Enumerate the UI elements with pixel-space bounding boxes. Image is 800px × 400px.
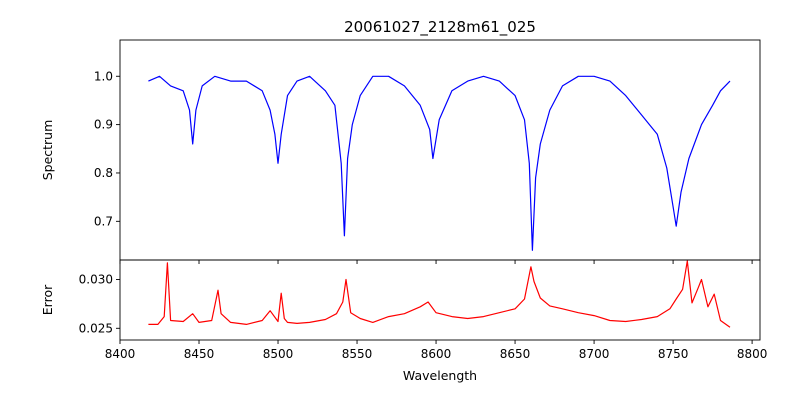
error-x-tick-label: 8600 [421,347,452,361]
spectrum-y-tick-label: 0.8 [94,166,113,180]
error-x-tick-label: 8450 [184,347,215,361]
error-y-tick-label: 0.025 [79,321,113,335]
error-x-tick-label: 8500 [263,347,294,361]
spectrum-y-tick-label: 0.7 [94,214,113,228]
error-x-tick-label: 8750 [658,347,689,361]
x-axis-label: Wavelength [403,368,477,383]
error-x-tick-label: 8800 [737,347,768,361]
error-axes-frame [119,259,761,341]
spectrum-y-tick-label: 1.0 [94,69,113,83]
spectrum-panel: 0.7 0.8 0.9 1.0 [94,39,761,264]
error-y-tick-label: 0.030 [79,273,113,287]
error-x-tick-label: 8700 [579,347,610,361]
spectrum-y-tick-label: 0.9 [94,118,113,132]
chart-title: 20061027_2128m61_025 [344,18,536,37]
spectrum-series-line-0 [148,75,731,251]
error-x-tick-label: 8550 [342,347,373,361]
spectrum-y-label: Spectrum [40,120,55,181]
error-x-tick-label: 8400 [105,347,136,361]
spectrum-axes-frame [119,39,761,261]
error-series-line-0 [148,260,731,328]
error-panel: 0.025 0.030 8400 8450 8500 8550 8600 8650 8700 87… [79,259,768,361]
error-x-tick-label: 8650 [500,347,531,361]
error-y-label: Error [40,284,55,315]
